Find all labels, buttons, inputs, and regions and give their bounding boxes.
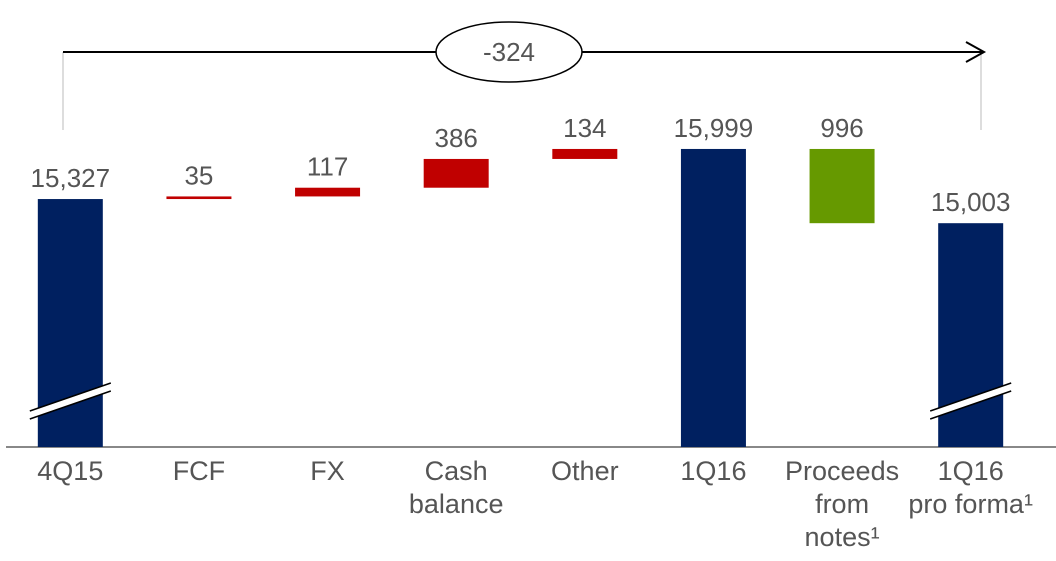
value-label: 35 [184, 160, 213, 190]
annotation-ellipse [435, 21, 583, 83]
value-label: 15,999 [674, 113, 754, 143]
axis-break-line [929, 390, 1012, 420]
annotation: -324 [483, 37, 535, 67]
axis-break [29, 383, 111, 419]
bar [295, 187, 361, 197]
x-tick-label: Cash balance [408, 456, 504, 519]
value-label: 15,327 [31, 163, 111, 193]
x-tick-label: 1Q16 [680, 456, 747, 486]
bar [423, 158, 489, 188]
value-label: 117 [307, 152, 348, 182]
x-tick-label: FX [310, 456, 345, 486]
axis-break-line [929, 382, 1012, 412]
axis-break-line [29, 390, 112, 420]
bar [166, 196, 232, 200]
bar [809, 148, 875, 224]
value-label: 386 [434, 123, 477, 153]
bar [680, 148, 746, 448]
x-tick-label: 1Q16 pro forma¹ [908, 456, 1033, 519]
x-tick-label: Proceeds from notes¹ [785, 456, 900, 552]
value-label: 996 [820, 113, 863, 143]
bar [552, 148, 618, 159]
axis-break-line [29, 382, 112, 412]
x-tick-label: 4Q15 [37, 456, 104, 486]
x-tick-label: FCF [172, 456, 226, 486]
x-tick-label: Other [551, 456, 619, 486]
axis-break [930, 383, 1012, 419]
value-label: 15,003 [931, 187, 1011, 217]
arrow-head [965, 41, 987, 63]
value-label: 134 [563, 113, 606, 143]
